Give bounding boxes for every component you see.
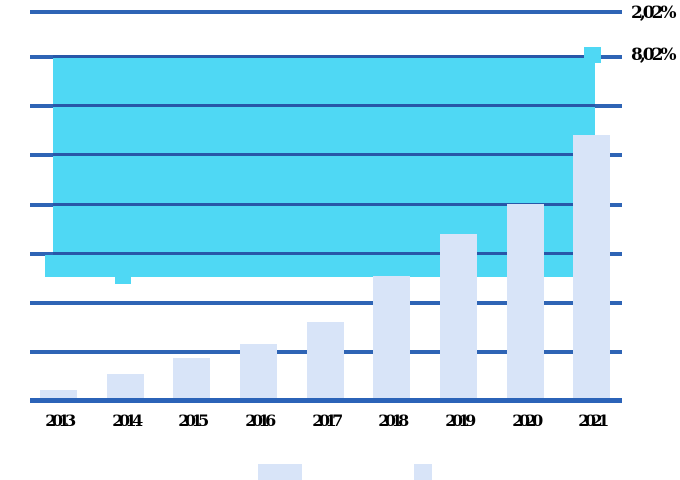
legend-swatch (414, 464, 432, 480)
bar (173, 357, 210, 400)
right-axis-label: 8,02% (631, 45, 677, 65)
gridline-over-area (53, 153, 595, 156)
resize-handle-icon[interactable] (584, 47, 601, 63)
bar (507, 204, 544, 400)
gridline-over-area (53, 203, 595, 206)
bar (440, 233, 477, 400)
gridline-over-area (53, 104, 595, 107)
gridline-over-area (53, 252, 595, 255)
right-axis-label: 2,02% (631, 3, 677, 23)
x-tick-label: 2014 (112, 411, 143, 430)
x-tick-label: 2015 (178, 411, 209, 430)
bar (373, 276, 410, 400)
x-tick-label: 2018 (378, 411, 409, 430)
x-tick-label: 2019 (445, 411, 476, 430)
bar (240, 344, 277, 400)
gridline (30, 10, 622, 14)
x-tick-label: 2013 (45, 411, 76, 430)
x-tick-label: 2016 (245, 411, 276, 430)
area-overlay[interactable] (53, 55, 595, 277)
bar (307, 322, 344, 400)
bar (40, 390, 77, 400)
bar (107, 374, 144, 400)
bar (573, 134, 610, 400)
area-bottom-tab[interactable] (115, 277, 131, 284)
x-axis-line (30, 398, 622, 403)
x-tick-label: 2021 (578, 411, 609, 430)
area-left-tab[interactable] (45, 255, 53, 277)
gridline (30, 301, 622, 305)
x-tick-label: 2017 (312, 411, 343, 430)
gridline-over-area (53, 55, 595, 58)
x-tick-label: 2020 (512, 411, 543, 430)
legend-swatch (258, 464, 302, 480)
